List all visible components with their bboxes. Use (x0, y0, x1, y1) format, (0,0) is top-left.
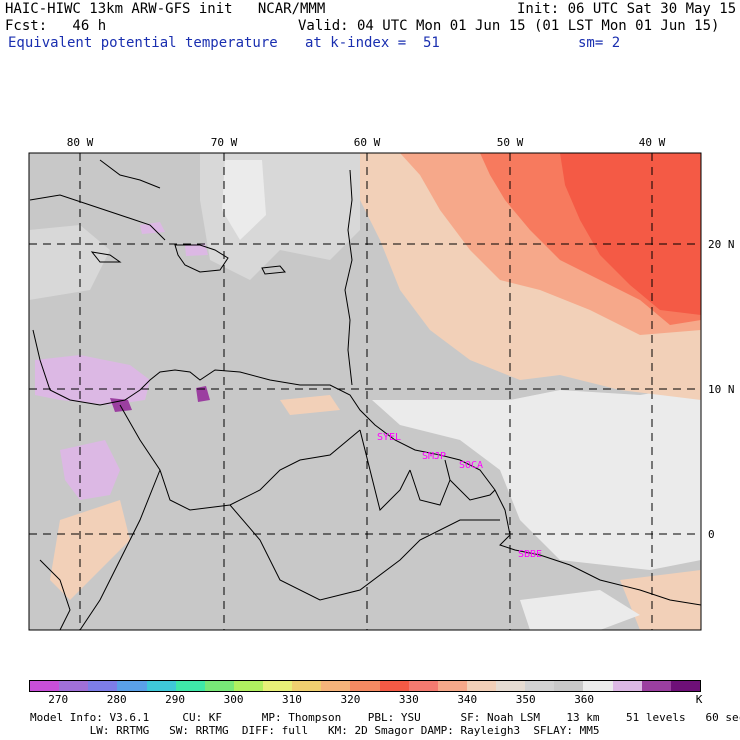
colorbar-swatch (466, 681, 496, 691)
colorbar-swatch (379, 681, 409, 691)
colorbar-swatch (146, 681, 176, 691)
lon-label-50w: 50 W (497, 136, 524, 149)
field-shading (29, 153, 701, 630)
colorbar-label: 320 (340, 693, 361, 706)
colorbar-swatch (88, 681, 118, 691)
station-syel: SYEL (377, 432, 401, 443)
colorbar-swatch (204, 681, 234, 691)
model-info-line1: Model Info: V3.6.1 CU: KF MP: Thompson P… (30, 711, 740, 724)
lon-label-60w: 60 W (354, 136, 381, 149)
valid-time: Valid: 04 UTC Mon 01 Jun 15 (01 LST Mon … (298, 18, 720, 34)
colorbar-label: 350 (515, 693, 536, 706)
init-time: Init: 06 UTC Sat 30 May 15 (517, 1, 737, 17)
colorbar (29, 680, 701, 692)
coastlines (29, 159, 701, 630)
model-title: HAIC-HIWC 13km ARW-GFS init NCAR/MMM (5, 1, 326, 17)
colorbar-label: 310 (282, 693, 302, 706)
colorbar-label: 290 (165, 693, 186, 706)
forecast-hour: Fcst: 46 h (5, 18, 107, 34)
lon-label-40w: 40 W (639, 136, 666, 149)
smoothing: sm= 2 (578, 35, 621, 51)
k-index: at k-index = 51 (305, 35, 440, 51)
lat-label-20n: 20 N (708, 238, 735, 251)
station-smjp: SMJP (422, 451, 446, 462)
colorbar-swatch (350, 681, 380, 691)
station-sbbe: SBBE (518, 549, 542, 560)
colorbar-swatch (292, 681, 322, 691)
lat-label-0: 0 (708, 528, 715, 541)
colorbar-swatch (59, 681, 89, 691)
colorbar-label: 360 (574, 693, 595, 706)
lat-label-10n: 10 N (708, 383, 735, 396)
colorbar-swatch (554, 681, 584, 691)
station-soca: SOCA (459, 460, 483, 471)
colorbar-swatch (263, 681, 293, 691)
colorbar-label: 330 (398, 693, 419, 706)
lon-label-70w: 70 W (211, 136, 238, 149)
colorbar-swatch (30, 681, 60, 691)
colorbar-swatch (670, 681, 700, 691)
colorbar-swatch (175, 681, 205, 691)
field-name: Equivalent potential temperature (8, 35, 278, 51)
map-frame (28, 152, 702, 631)
colorbar-label: 340 (457, 693, 478, 706)
colorbar-label: K (695, 693, 703, 706)
colorbar-swatch (583, 681, 613, 691)
colorbar-swatch (496, 681, 526, 691)
colorbar-swatch (641, 681, 671, 691)
colorbar-swatch (321, 681, 351, 691)
lon-label-80w: 80 W (67, 136, 94, 149)
colorbar-swatch (437, 681, 467, 691)
colorbar-swatch (117, 681, 147, 691)
colorbar-swatch (525, 681, 555, 691)
model-info-line2: LW: RRTMG SW: RRTMG DIFF: full KM: 2D Sm… (30, 724, 600, 737)
colorbar-label: 280 (106, 693, 127, 706)
colorbar-swatch (233, 681, 263, 691)
colorbar-label: 270 (48, 693, 69, 706)
colorbar-label: 300 (223, 693, 244, 706)
colorbar-swatch (612, 681, 642, 691)
colorbar-swatch (408, 681, 438, 691)
graticule (29, 153, 701, 630)
